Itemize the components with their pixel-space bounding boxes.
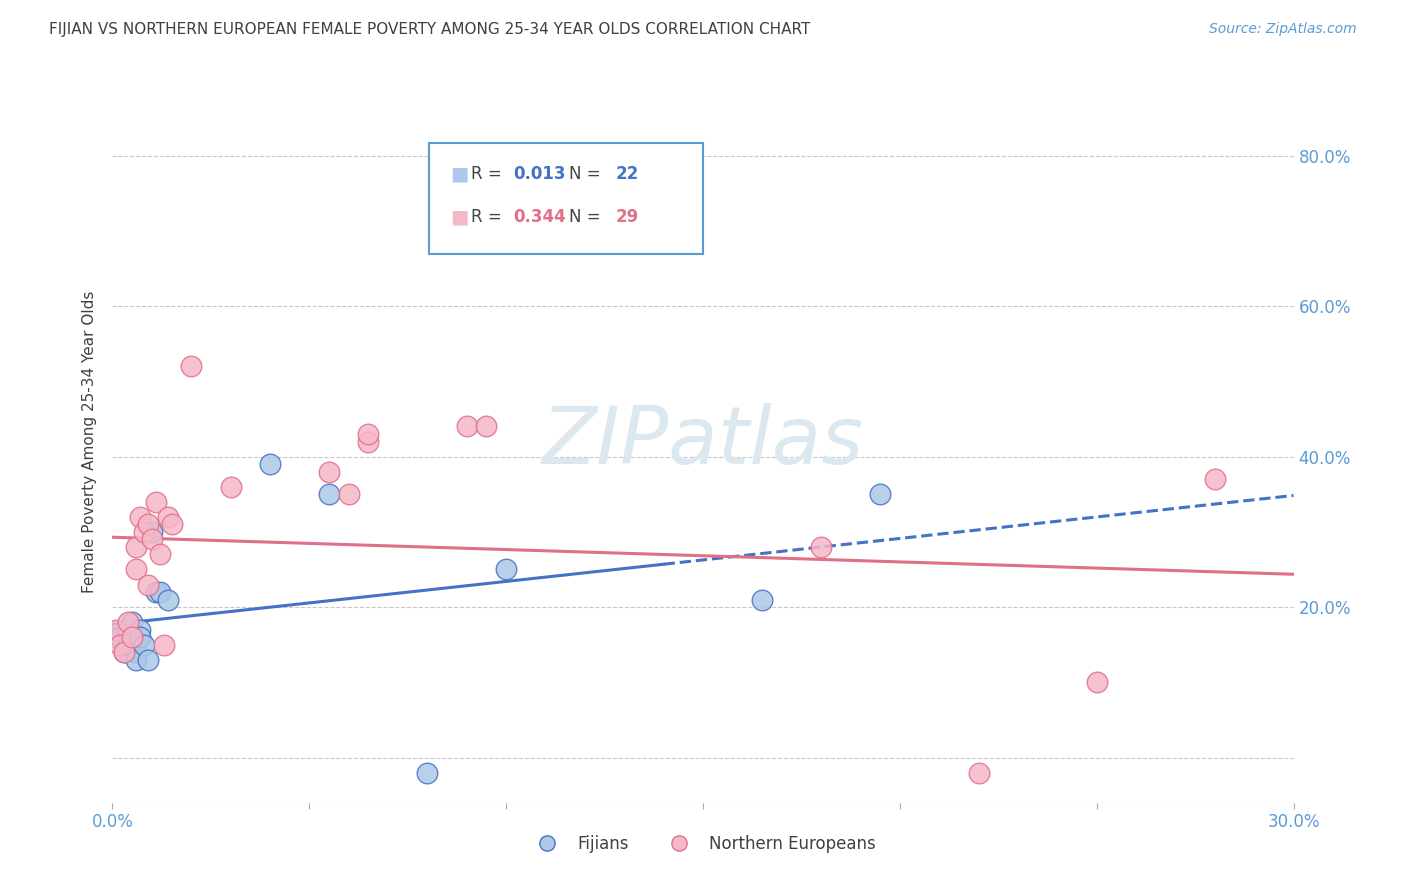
Point (129, 623, 152, 637)
Point (117, 638, 139, 652)
Point (259, 457, 281, 471)
Text: 22: 22 (616, 165, 640, 183)
Point (141, 524, 163, 539)
Point (145, 494, 167, 508)
Point (357, 434, 380, 449)
Point (136, 653, 159, 667)
Text: FIJIAN VS NORTHERN EUROPEAN FEMALE POVERTY AMONG 25-34 YEAR OLDS CORRELATION CHA: FIJIAN VS NORTHERN EUROPEAN FEMALE POVER… (49, 22, 811, 37)
Point (967, 765, 990, 780)
Point (136, 517, 159, 532)
Point (156, 509, 179, 524)
Point (416, 765, 439, 780)
Point (136, 577, 159, 591)
Point (112, 645, 135, 659)
Point (219, 480, 242, 494)
Point (132, 524, 155, 539)
Point (357, 427, 380, 442)
Point (337, 487, 360, 501)
Point (1085, 675, 1108, 690)
Point (121, 615, 143, 630)
Point (318, 465, 340, 479)
Point (112, 645, 135, 659)
Point (751, 592, 773, 607)
Point (156, 592, 179, 607)
Text: ■: ■ (450, 164, 468, 184)
Point (145, 585, 167, 599)
Text: R =: R = (471, 165, 508, 183)
Text: 0.013: 0.013 (513, 165, 565, 183)
Point (125, 540, 148, 554)
Point (125, 645, 148, 659)
Point (149, 548, 172, 562)
Point (495, 562, 517, 576)
Point (810, 540, 832, 554)
Point (110, 630, 132, 644)
Text: 0.344: 0.344 (513, 208, 567, 226)
Point (456, 419, 478, 434)
Point (318, 487, 340, 501)
Text: N =: N = (569, 208, 606, 226)
Point (129, 509, 152, 524)
Text: ZIPatlas: ZIPatlas (541, 402, 865, 481)
Point (141, 533, 163, 547)
Point (152, 638, 174, 652)
Text: R =: R = (471, 208, 508, 226)
Y-axis label: Female Poverty Among 25-34 Year Olds: Female Poverty Among 25-34 Year Olds (82, 291, 97, 592)
Point (110, 638, 132, 652)
Point (117, 623, 139, 637)
Text: 29: 29 (616, 208, 640, 226)
Point (105, 623, 128, 637)
Point (1204, 472, 1226, 486)
Point (125, 562, 148, 576)
Point (105, 630, 128, 644)
Point (149, 585, 172, 599)
Point (117, 615, 139, 630)
Text: ■: ■ (450, 207, 468, 227)
Point (129, 630, 152, 644)
Point (475, 419, 498, 434)
Text: N =: N = (569, 165, 606, 183)
Point (125, 653, 148, 667)
Point (180, 359, 202, 374)
Text: Source: ZipAtlas.com: Source: ZipAtlas.com (1209, 22, 1357, 37)
Point (869, 487, 891, 501)
Legend: Fijians, Northern Europeans: Fijians, Northern Europeans (524, 828, 882, 860)
Point (160, 517, 183, 532)
Point (132, 638, 155, 652)
Point (121, 630, 143, 644)
